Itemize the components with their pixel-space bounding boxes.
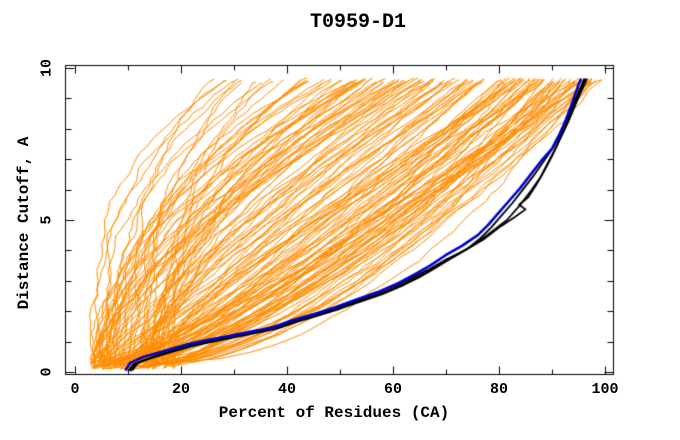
x-tick-label: 0 bbox=[70, 381, 80, 398]
y-tick-label: 0 bbox=[38, 367, 56, 377]
y-tick-label: 10 bbox=[38, 58, 56, 78]
x-tick-label: 100 bbox=[591, 381, 619, 398]
x-axis-title: Percent of Residues (CA) bbox=[218, 404, 450, 422]
x-tick-label: 20 bbox=[171, 381, 191, 398]
x-tick-label: 60 bbox=[383, 381, 403, 398]
x-tick-label: 80 bbox=[489, 381, 509, 398]
x-tick-label: 40 bbox=[277, 381, 297, 398]
y-axis-title: Distance Cutoff, A bbox=[15, 136, 33, 310]
chart-title: T0959-D1 bbox=[309, 11, 407, 34]
y-tick-label: 5 bbox=[38, 215, 56, 225]
